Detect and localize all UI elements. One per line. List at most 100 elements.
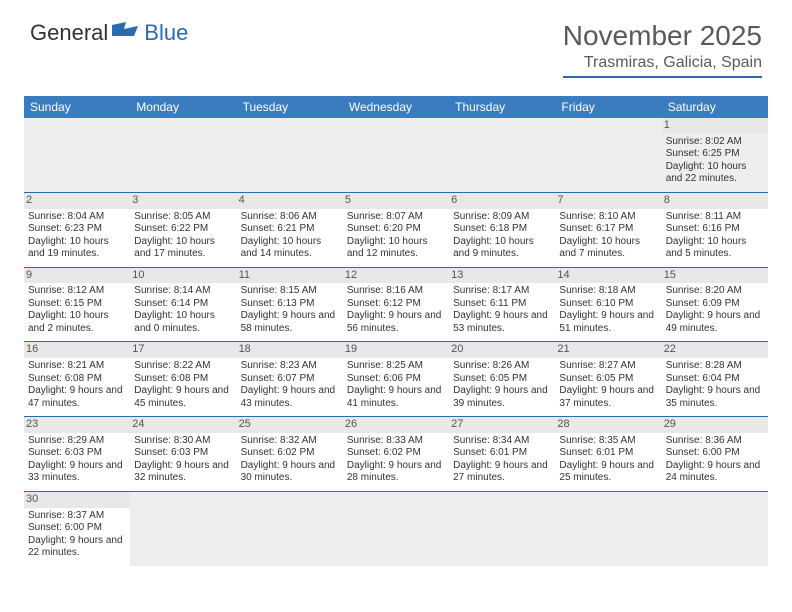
calendar-cell: 10Sunrise: 8:14 AMSunset: 6:14 PMDayligh… — [130, 267, 236, 342]
title-block: November 2025 Trasmiras, Galicia, Spain — [563, 20, 762, 78]
calendar-cell — [449, 118, 555, 192]
daylight-text: Daylight: 10 hours and 7 minutes. — [559, 236, 657, 261]
sunrise-text: Sunrise: 8:06 AM — [241, 211, 339, 224]
day-number: 21 — [555, 342, 661, 358]
sunset-text: Sunset: 6:02 PM — [241, 447, 339, 460]
day-number: 2 — [24, 193, 130, 209]
sunrise-text: Sunrise: 8:11 AM — [666, 211, 764, 224]
calendar-cell — [237, 491, 343, 565]
sunset-text: Sunset: 6:12 PM — [347, 298, 445, 311]
calendar-cell: 20Sunrise: 8:26 AMSunset: 6:05 PMDayligh… — [449, 342, 555, 417]
sunset-text: Sunset: 6:03 PM — [28, 447, 126, 460]
sunset-text: Sunset: 6:23 PM — [28, 223, 126, 236]
calendar-cell — [343, 118, 449, 192]
daylight-text: Daylight: 10 hours and 9 minutes. — [453, 236, 551, 261]
logo: General Blue — [30, 20, 188, 46]
sunset-text: Sunset: 6:13 PM — [241, 298, 339, 311]
flag-icon — [112, 20, 140, 46]
sunset-text: Sunset: 6:10 PM — [559, 298, 657, 311]
location: Trasmiras, Galicia, Spain — [563, 54, 762, 78]
day-header: Tuesday — [237, 96, 343, 118]
sunrise-text: Sunrise: 8:18 AM — [559, 285, 657, 298]
calendar-cell: 30Sunrise: 8:37 AMSunset: 6:00 PMDayligh… — [24, 491, 130, 565]
day-number: 24 — [130, 417, 236, 433]
day-number: 14 — [555, 268, 661, 284]
day-number: 5 — [343, 193, 449, 209]
sunset-text: Sunset: 6:03 PM — [134, 447, 232, 460]
day-number: 15 — [662, 268, 768, 284]
calendar-cell: 24Sunrise: 8:30 AMSunset: 6:03 PMDayligh… — [130, 417, 236, 492]
day-number: 20 — [449, 342, 555, 358]
sunset-text: Sunset: 6:25 PM — [666, 148, 764, 161]
day-number: 30 — [24, 492, 130, 508]
sunset-text: Sunset: 6:18 PM — [453, 223, 551, 236]
calendar-week: 9Sunrise: 8:12 AMSunset: 6:15 PMDaylight… — [24, 267, 768, 342]
day-number: 25 — [237, 417, 343, 433]
daylight-text: Daylight: 9 hours and 33 minutes. — [28, 460, 126, 485]
sunrise-text: Sunrise: 8:35 AM — [559, 435, 657, 448]
calendar-cell: 29Sunrise: 8:36 AMSunset: 6:00 PMDayligh… — [662, 417, 768, 492]
calendar-cell — [449, 491, 555, 565]
sunrise-text: Sunrise: 8:32 AM — [241, 435, 339, 448]
sunset-text: Sunset: 6:05 PM — [453, 373, 551, 386]
sunrise-text: Sunrise: 8:17 AM — [453, 285, 551, 298]
sunset-text: Sunset: 6:06 PM — [347, 373, 445, 386]
sunrise-text: Sunrise: 8:33 AM — [347, 435, 445, 448]
daylight-text: Daylight: 9 hours and 32 minutes. — [134, 460, 232, 485]
daylight-text: Daylight: 9 hours and 43 minutes. — [241, 385, 339, 410]
day-number: 22 — [662, 342, 768, 358]
calendar-week: 2 Sunrise: 8:04 AMSunset: 6:23 PM Daylight… — [24, 192, 768, 267]
day-number: 29 — [662, 417, 768, 433]
calendar-cell: 1Sunrise: 8:02 AMSunset: 6:25 PMDaylight… — [662, 118, 768, 192]
sunrise-text: Sunrise: 8:21 AM — [28, 360, 126, 373]
day-header-row: SundayMondayTuesdayWednesdayThursdayFrid… — [24, 96, 768, 118]
day-number: 18 — [237, 342, 343, 358]
calendar-cell — [237, 118, 343, 192]
logo-text-blue: Blue — [144, 20, 188, 46]
calendar-cell: 4Sunrise: 8:06 AMSunset: 6:21 PMDaylight… — [237, 192, 343, 267]
day-number: 12 — [343, 268, 449, 284]
day-number: 10 — [130, 268, 236, 284]
day-number: 8 — [662, 193, 768, 209]
daylight-text: Daylight: 9 hours and 28 minutes. — [347, 460, 445, 485]
day-number: 28 — [555, 417, 661, 433]
daylight-text: Daylight: 9 hours and 24 minutes. — [666, 460, 764, 485]
daylight-text: Daylight: 9 hours and 41 minutes. — [347, 385, 445, 410]
daylight-text: Daylight: 9 hours and 25 minutes. — [559, 460, 657, 485]
daylight-text: Daylight: 9 hours and 22 minutes. — [28, 535, 126, 560]
day-number: 26 — [343, 417, 449, 433]
calendar-cell — [555, 118, 661, 192]
day-header: Wednesday — [343, 96, 449, 118]
logo-text-general: General — [30, 20, 108, 46]
daylight-text: Daylight: 9 hours and 56 minutes. — [347, 310, 445, 335]
day-number: 9 — [24, 268, 130, 284]
sunrise-text: Sunrise: 8:14 AM — [134, 285, 232, 298]
calendar-cell: 23Sunrise: 8:29 AMSunset: 6:03 PMDayligh… — [24, 417, 130, 492]
sunrise-text: Sunrise: 8:09 AM — [453, 211, 551, 224]
calendar-cell: 21Sunrise: 8:27 AMSunset: 6:05 PMDayligh… — [555, 342, 661, 417]
sunrise-text: Sunrise: 8:37 AM — [28, 510, 126, 523]
sunset-text: Sunset: 6:20 PM — [347, 223, 445, 236]
sunset-text: Sunset: 6:09 PM — [666, 298, 764, 311]
sunrise-text: Sunrise: 8:25 AM — [347, 360, 445, 373]
calendar-cell: 2Sunrise: 8:04 AMSunset: 6:23 PMDaylight… — [24, 192, 130, 267]
daylight-text: Daylight: 9 hours and 47 minutes. — [28, 385, 126, 410]
daylight-text: Daylight: 10 hours and 5 minutes. — [666, 236, 764, 261]
day-number: 16 — [24, 342, 130, 358]
sunrise-text: Sunrise: 8:22 AM — [134, 360, 232, 373]
day-header: Monday — [130, 96, 236, 118]
sunrise-text: Sunrise: 8:23 AM — [241, 360, 339, 373]
day-number: 13 — [449, 268, 555, 284]
sunset-text: Sunset: 6:04 PM — [666, 373, 764, 386]
sunrise-text: Sunrise: 8:26 AM — [453, 360, 551, 373]
calendar-cell: 12Sunrise: 8:16 AMSunset: 6:12 PMDayligh… — [343, 267, 449, 342]
daylight-text: Daylight: 10 hours and 14 minutes. — [241, 236, 339, 261]
daylight-text: Daylight: 9 hours and 27 minutes. — [453, 460, 551, 485]
sunset-text: Sunset: 6:16 PM — [666, 223, 764, 236]
calendar-cell: 26Sunrise: 8:33 AMSunset: 6:02 PMDayligh… — [343, 417, 449, 492]
sunset-text: Sunset: 6:17 PM — [559, 223, 657, 236]
sunrise-text: Sunrise: 8:04 AM — [28, 211, 126, 224]
calendar-week: 1Sunrise: 8:02 AMSunset: 6:25 PMDaylight… — [24, 118, 768, 192]
header: General Blue November 2025 Trasmiras, Ga… — [0, 0, 792, 88]
calendar-cell: 13Sunrise: 8:17 AMSunset: 6:11 PMDayligh… — [449, 267, 555, 342]
